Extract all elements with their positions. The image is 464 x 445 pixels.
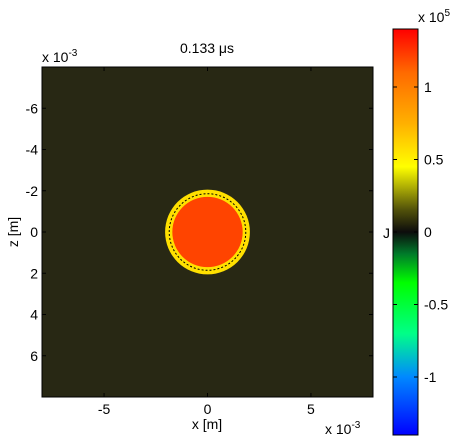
z-tick-label: 4 (30, 307, 38, 323)
x-tick-label: 0 (204, 401, 212, 417)
x-axis-label: x [m] (192, 416, 222, 432)
colorbar-tick-label: 0 (424, 224, 432, 240)
x-scale-factor: x 10-3 (325, 420, 361, 437)
z-tick-label: -4 (26, 142, 39, 158)
colorbar-label: J (383, 225, 390, 241)
colorbar-tick-label: 0.5 (424, 152, 444, 168)
region-disk-1 (172, 196, 243, 268)
z-tick-label: -6 (26, 100, 39, 116)
colorbar-ticks: -1 -0.5 0 0.5 1 (393, 79, 448, 385)
x-axis-ticks: -5 0 5 (98, 67, 315, 417)
z-tick-label: 6 (30, 348, 38, 364)
colorbar-tick-label: -0.5 (424, 297, 448, 313)
z-scale-factor: x 10-3 (42, 48, 78, 65)
dashed-circle (168, 193, 247, 271)
x-tick-label: 5 (307, 401, 315, 417)
field-regions (165, 189, 250, 275)
chart-title: 0.133 μs (180, 40, 234, 56)
z-tick-label: 2 (30, 265, 38, 281)
z-axis-label: z [m] (5, 217, 21, 247)
z-axis-ticks: -6 -4 -2 0 2 4 6 (26, 100, 373, 364)
colorbar-tick-label: -1 (424, 369, 437, 385)
x-tick-label: -5 (98, 401, 111, 417)
z-tick-label: 0 (30, 224, 38, 240)
z-tick-label: -2 (26, 183, 39, 199)
colorbar-scale-factor: x 105 (418, 8, 450, 25)
colorbar-tick-label: 1 (424, 79, 432, 95)
colorbar (392, 28, 419, 436)
